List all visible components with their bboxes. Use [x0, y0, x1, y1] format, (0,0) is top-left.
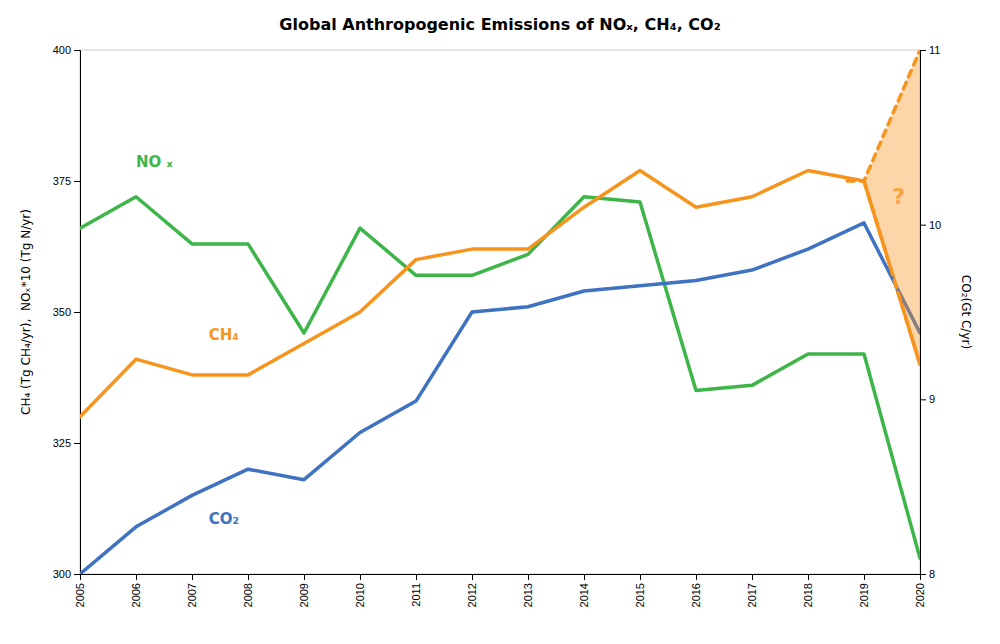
tick-label: 2014 — [578, 583, 590, 607]
line — [80, 223, 920, 574]
tick-label: 2018 — [802, 583, 814, 607]
chart: 2005 2006 2007 2008 2009 2010 2011 2012 2013 2014… — [0, 0, 1000, 644]
tick-mark — [248, 574, 249, 580]
tick: 325 — [53, 437, 80, 449]
uncertainty-area — [864, 50, 920, 364]
tick-mark — [920, 574, 926, 575]
line — [80, 197, 920, 559]
tick-mark — [360, 574, 361, 580]
title: Global Anthropogenic Emissions of NOₓ, C… — [279, 15, 720, 34]
tick: 2014 — [578, 574, 590, 607]
annotation: ? — [892, 184, 905, 209]
tick-mark — [472, 574, 473, 580]
tick: 2017 — [746, 574, 758, 607]
tick-mark — [74, 181, 80, 182]
plot-frame — [80, 50, 920, 574]
tick-label: 325 — [53, 437, 71, 449]
tick-label: 11 — [929, 44, 940, 56]
tick: 2013 — [522, 574, 534, 607]
tick: 300 — [53, 568, 80, 580]
axis-line — [74, 51, 81, 575]
tick-label: 400 — [53, 44, 71, 56]
tick-label: 2010 — [354, 583, 366, 607]
axis: 8 9 10 11 — [920, 44, 941, 580]
y2-axis-title: CO₂(Gt C/yr) — [959, 275, 973, 349]
tick-mark — [136, 574, 137, 580]
tick-label: 2007 — [186, 583, 198, 607]
tick-mark — [920, 225, 926, 226]
dashed-line — [847, 50, 920, 181]
tick-label: 375 — [53, 175, 71, 187]
line — [80, 171, 920, 417]
tick: 2007 — [186, 574, 198, 607]
tick: 375 — [53, 175, 80, 187]
y-axis-title: CH₄ (Tg CH₄/yr), NOₓ*10 (Tg N/yr) — [19, 209, 33, 415]
tick: 2020 — [914, 574, 926, 607]
tick: 11 — [920, 44, 940, 56]
tick-label: 2005 — [74, 583, 86, 607]
tick: 2008 — [242, 574, 254, 607]
tick-mark — [416, 574, 417, 580]
tick-mark — [584, 574, 585, 580]
dashed-line — [864, 181, 920, 364]
axis: 300 325 350 375 400 — [53, 44, 81, 580]
tick: 2015 — [634, 574, 646, 607]
tick-mark — [74, 574, 80, 575]
tick-mark — [74, 443, 80, 444]
annotation: CO₂ — [209, 510, 239, 528]
tick-label: 2013 — [522, 583, 534, 607]
tick: 2019 — [858, 574, 870, 607]
tick: 2009 — [298, 574, 310, 607]
tick: 10 — [920, 219, 941, 231]
tick-label: 2011 — [410, 583, 422, 607]
tick-label: 10 — [929, 219, 941, 231]
tick-label: 350 — [53, 306, 71, 318]
axis-line — [81, 575, 921, 581]
tick-mark — [808, 574, 809, 580]
tick: 2005 — [74, 574, 86, 607]
tick: 2016 — [690, 574, 702, 607]
tick-label: 9 — [929, 393, 935, 405]
tick: 9 — [920, 393, 935, 405]
tick-mark — [304, 574, 305, 580]
axis: 2005 2006 2007 2008 2009 2010 2011 2012 2013 2014… — [74, 574, 926, 607]
tick-label: 2009 — [298, 583, 310, 607]
tick: 8 — [920, 568, 935, 580]
tick-label: 300 — [53, 568, 71, 580]
tick: 2012 — [466, 574, 478, 607]
tick-label: 2017 — [746, 583, 758, 607]
tick-mark — [864, 574, 865, 580]
tick: 400 — [53, 44, 80, 56]
tick: 2011 — [410, 574, 422, 607]
tick-mark — [696, 574, 697, 580]
tick-label: 2020 — [914, 583, 926, 607]
tick: 350 — [53, 306, 80, 318]
tick: 2010 — [354, 574, 366, 607]
tick-mark — [192, 574, 193, 580]
tick-label: 2019 — [858, 583, 870, 607]
annotation: NO ₓ — [136, 153, 174, 171]
plot-area — [80, 50, 920, 574]
tick-mark — [752, 574, 753, 580]
tick-mark — [920, 399, 926, 400]
axis-line — [921, 51, 927, 575]
tick-mark — [74, 312, 80, 313]
tick-mark — [74, 50, 80, 51]
tick: 2006 — [130, 574, 142, 607]
tick-label: 2012 — [466, 583, 478, 607]
tick-mark — [920, 50, 926, 51]
tick-mark — [640, 574, 641, 580]
tick-mark — [528, 574, 529, 580]
tick-label: 2008 — [242, 583, 254, 607]
tick-label: 2006 — [130, 583, 142, 607]
tick-label: 2016 — [690, 583, 702, 607]
annotation: CH₄ — [209, 326, 239, 344]
tick: 2018 — [802, 574, 814, 607]
tick-label: 2015 — [634, 583, 646, 607]
tick-label: 8 — [929, 568, 935, 580]
